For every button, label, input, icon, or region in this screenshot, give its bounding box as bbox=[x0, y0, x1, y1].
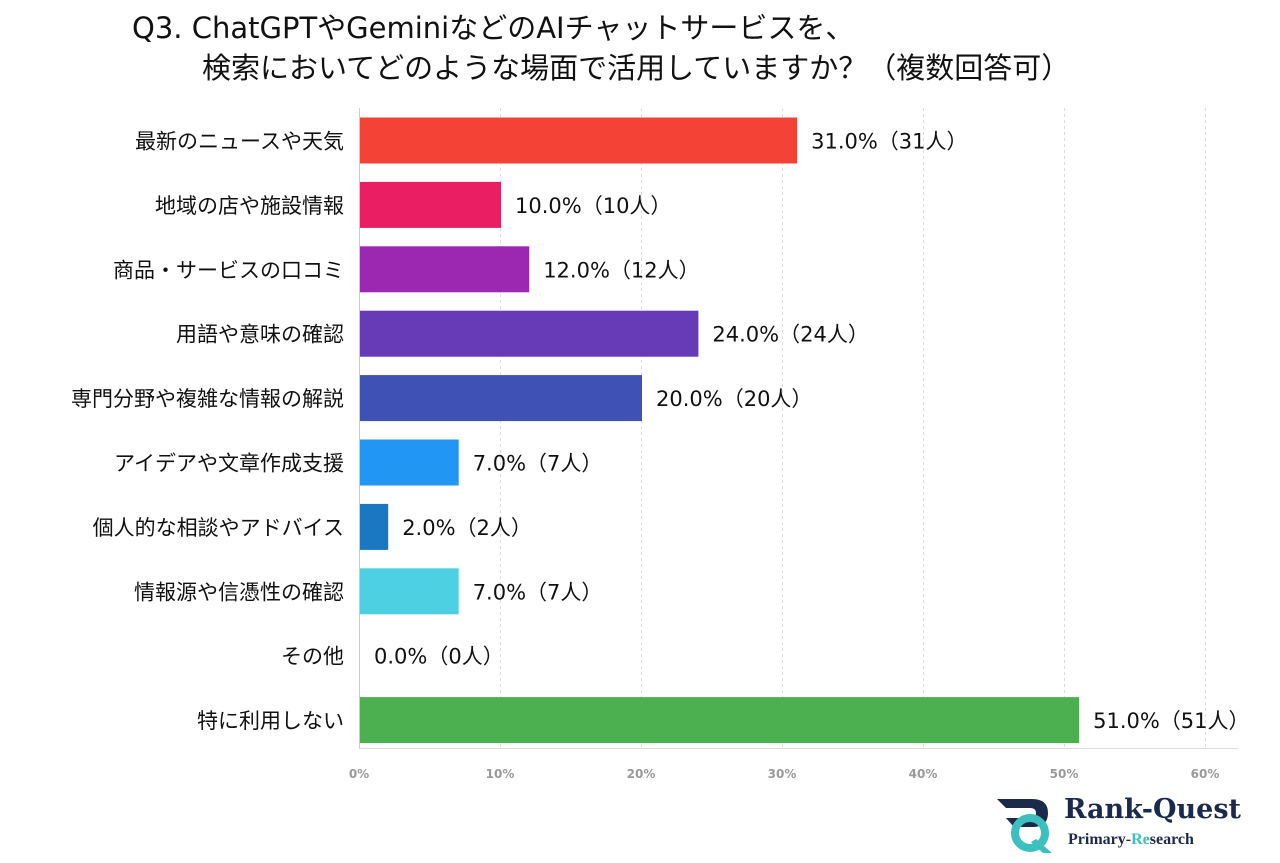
bar bbox=[360, 246, 530, 293]
category-label: 最新のニュースや天気 bbox=[135, 130, 344, 154]
bar bbox=[360, 503, 389, 550]
data-label: 31.0%（31人） bbox=[811, 130, 967, 154]
chart-title: Q3. ChatGPTやGeminiなどのAIチャットサービスを、 検索において… bbox=[0, 8, 1280, 88]
brand-subtitle-suffix: search bbox=[1149, 831, 1194, 848]
x-tick-label: 40% bbox=[909, 767, 938, 781]
chart-bars bbox=[360, 117, 1080, 744]
x-tick-label: 60% bbox=[1191, 767, 1220, 781]
category-label: 情報源や信憑性の確認 bbox=[134, 580, 344, 604]
x-tick-label: 50% bbox=[1050, 767, 1079, 781]
brand-subtitle-prefix: Primary- bbox=[1068, 831, 1132, 848]
bar bbox=[360, 697, 1080, 744]
x-tick-label: 30% bbox=[768, 767, 797, 781]
x-axis-tick-labels: 0% 10% 20% 30% 40% 50% 60% bbox=[349, 767, 1220, 781]
bar bbox=[360, 439, 459, 486]
category-label: 専門分野や複雑な情報の解説 bbox=[71, 387, 344, 411]
data-label: 7.0%（7人） bbox=[473, 580, 603, 604]
data-label: 20.0%（20人） bbox=[656, 387, 812, 411]
chart-title-line-1: Q3. ChatGPTやGeminiなどのAIチャットサービスを、 bbox=[132, 11, 855, 45]
category-labels: 最新のニュースや天気地域の店や施設情報商品・サービスの口コミ用語や意味の確認専門… bbox=[71, 130, 344, 734]
chart-gridlines bbox=[359, 108, 1238, 749]
rank-quest-logo-mark-icon bbox=[997, 799, 1052, 853]
chart-title-line-2: 検索においてどのような場面で活用していますか？（複数回答可） bbox=[202, 51, 1071, 85]
bar bbox=[360, 568, 459, 615]
x-tick-label: 20% bbox=[627, 767, 656, 781]
data-label: 7.0%（7人） bbox=[473, 452, 603, 476]
category-label: その他 bbox=[281, 645, 344, 669]
brand-name: Rank-Quest bbox=[1064, 794, 1242, 825]
data-label: 12.0%（12人） bbox=[543, 258, 699, 282]
bar bbox=[360, 310, 699, 357]
brand-subtitle-highlight: Re bbox=[1131, 831, 1150, 848]
brand-subtitle: Primary-Research bbox=[1068, 831, 1194, 849]
category-label: 用語や意味の確認 bbox=[176, 323, 344, 347]
rank-quest-logo: Rank-Quest Primary-Research bbox=[994, 793, 1256, 855]
data-label: 2.0%（2人） bbox=[402, 516, 532, 540]
category-label: 商品・サービスの口コミ bbox=[113, 258, 344, 282]
x-tick-label: 0% bbox=[349, 767, 369, 781]
bar bbox=[360, 375, 642, 422]
category-label: 特に利用しない bbox=[197, 709, 344, 733]
data-label: 10.0%（10人） bbox=[515, 194, 671, 218]
bar bbox=[360, 117, 798, 164]
data-label: 0.0%（0人） bbox=[374, 645, 504, 669]
bar bbox=[360, 181, 501, 228]
category-label: 地域の店や施設情報 bbox=[155, 194, 344, 218]
data-label: 51.0%（51人） bbox=[1093, 709, 1249, 733]
x-tick-label: 10% bbox=[486, 767, 515, 781]
category-label: アイデアや文章作成支援 bbox=[114, 452, 344, 476]
data-labels: 31.0%（31人） 10.0%（10人） 12.0%（12人） 24.0%（24人）… bbox=[374, 130, 1250, 734]
data-label: 24.0%（24人） bbox=[712, 323, 868, 347]
category-label: 個人的な相談やアドバイス bbox=[93, 516, 344, 540]
